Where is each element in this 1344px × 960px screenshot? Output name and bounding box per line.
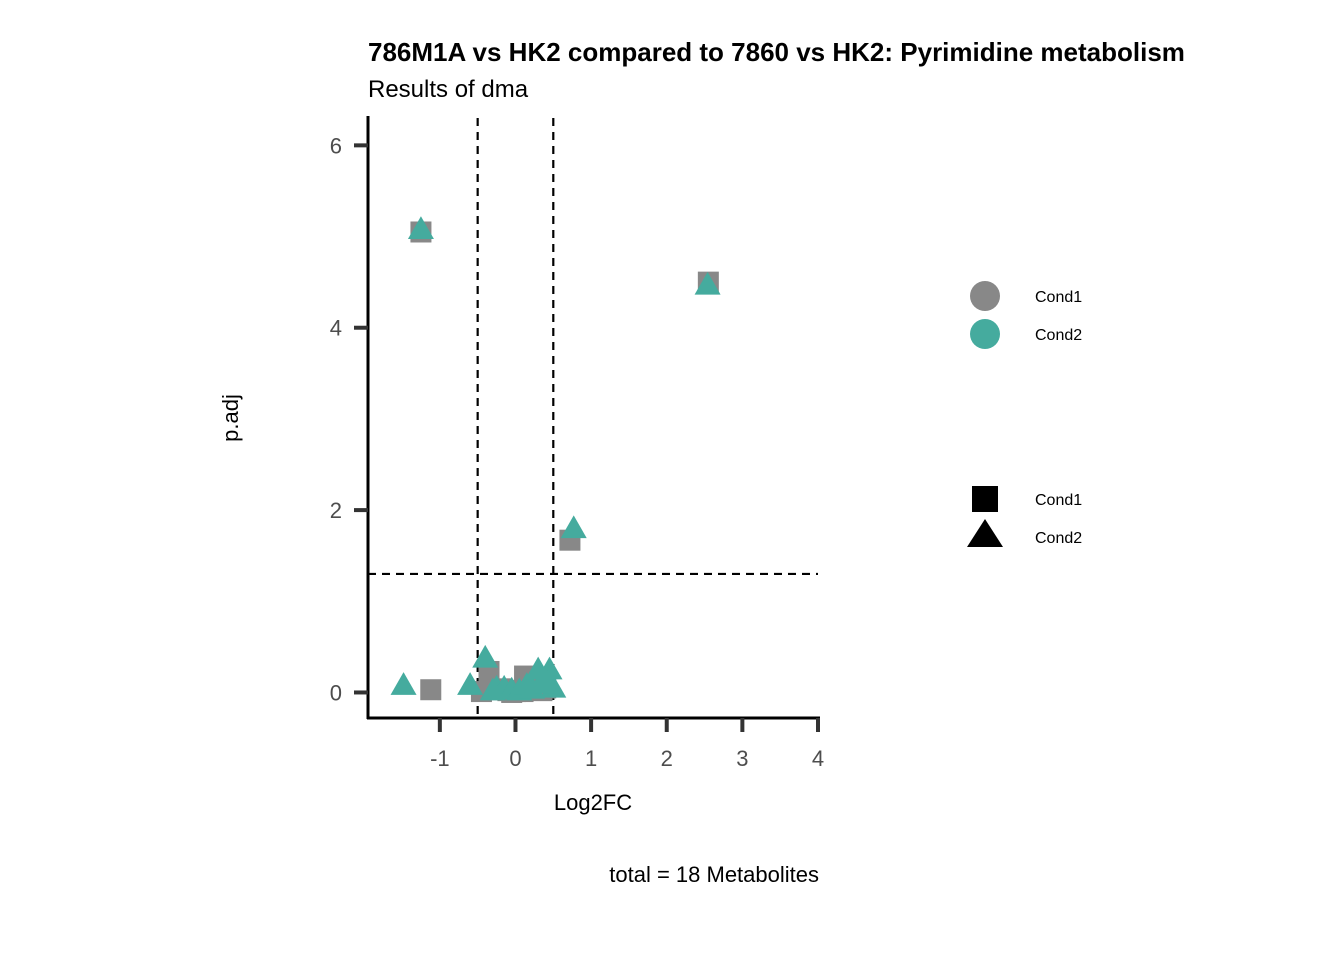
y-tick-label-2: 4 [330, 316, 342, 341]
legend-color-key-cond2 [970, 319, 1000, 349]
point-cond2-5 [472, 644, 499, 668]
x-tick-label-1: 0 [509, 746, 521, 771]
legend-shape-label-cond1: Cond1 [1035, 492, 1082, 509]
point-cond2-17 [534, 670, 561, 694]
point-cond2-4 [457, 672, 484, 695]
point-cond2-0 [407, 216, 434, 239]
point-cond2-2 [560, 515, 587, 539]
legend-shape-label-cond2: Cond2 [1035, 530, 1082, 547]
chart-subtitle: Results of dma [368, 76, 529, 103]
x-tick-label-2: 1 [585, 746, 597, 771]
legend-color-label-cond2: Cond2 [1035, 327, 1082, 344]
point-cond1-3 [420, 679, 442, 701]
point-cond2-3 [390, 672, 417, 695]
y-tick-label-3: 6 [330, 133, 342, 158]
axes: 0 2 4 6 -1 0 1 2 3 4 [330, 116, 824, 771]
y-tick-label-0: 0 [330, 680, 342, 705]
x-tick-label-5: 4 [812, 746, 824, 771]
legend-color-label-cond1: Cond1 [1035, 289, 1082, 306]
data-points [390, 216, 721, 703]
x-axis-label: Log2FC [554, 790, 632, 815]
legend-shape-key-triangle [967, 519, 1003, 547]
legend-shape-key-square [972, 486, 998, 512]
chart-title: 786M1A vs HK2 compared to 7860 vs HK2: P… [368, 37, 1185, 67]
legend-color-key-cond1 [970, 281, 1000, 311]
caption: total = 18 Metabolites [609, 862, 819, 887]
point-cond2-1 [694, 271, 721, 295]
x-tick-label-4: 3 [736, 746, 748, 771]
x-tick-label-3: 2 [661, 746, 673, 771]
legend: Cond1 Cond2 Cond1 Cond2 [967, 281, 1082, 547]
threshold-lines [368, 118, 818, 718]
x-tick-label-0: -1 [430, 746, 450, 771]
point-cond2-15 [479, 677, 506, 701]
y-axis-label: p.adj [218, 394, 243, 442]
y-tick-label-1: 2 [330, 498, 342, 523]
